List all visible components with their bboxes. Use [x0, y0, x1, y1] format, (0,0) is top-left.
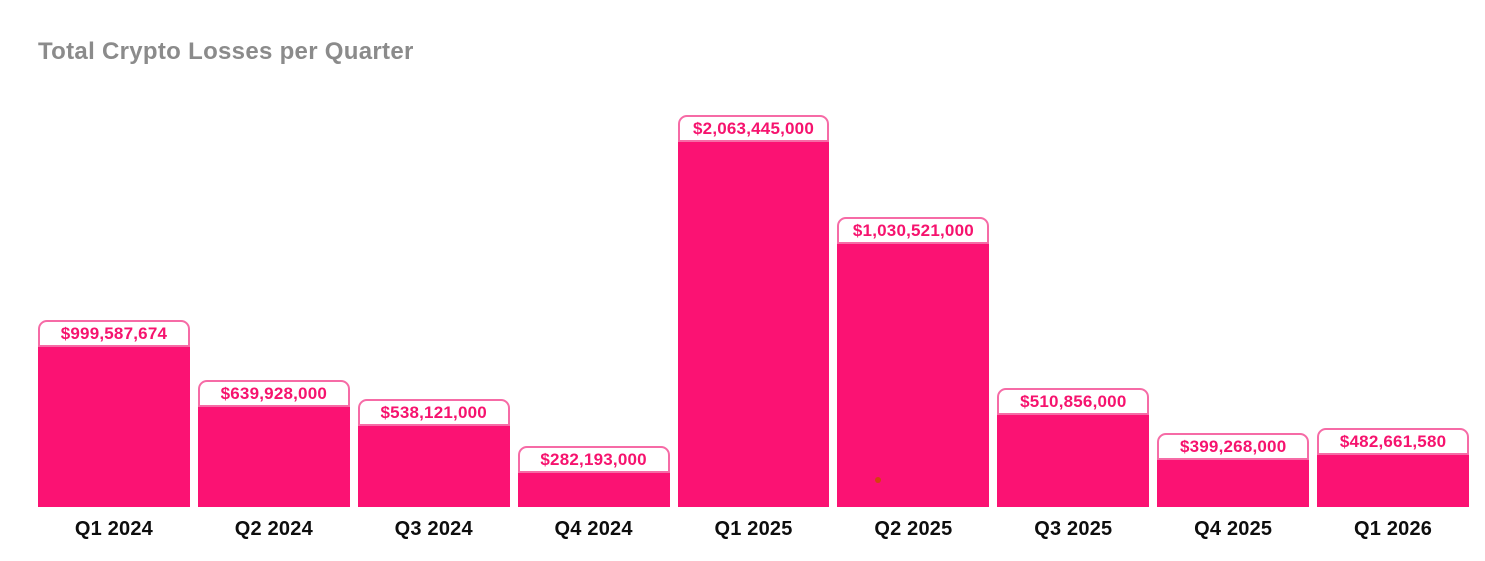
- bar-group: $399,268,000: [1157, 433, 1310, 507]
- bar-value-label: $482,661,580: [1317, 428, 1470, 455]
- bars-row: $999,587,674 $639,928,000 $538,121,000 $282…: [38, 115, 1470, 507]
- bar-fill: [677, 142, 830, 507]
- bar-value-label: $1,030,521,000: [837, 217, 990, 244]
- stray-dot: [875, 477, 881, 483]
- bar-group: $538,121,000: [357, 399, 510, 507]
- bar-group: $999,587,674: [38, 320, 190, 507]
- bar-group: $482,661,580: [1317, 428, 1470, 507]
- bar-fill: [517, 473, 670, 507]
- bar-fill: [197, 407, 350, 507]
- bar-fill: [1157, 460, 1310, 507]
- bar-value-label: $510,856,000: [997, 388, 1150, 415]
- x-axis-label: Q1 2025: [714, 518, 793, 540]
- bar-value-label: $999,587,674: [38, 320, 190, 347]
- x-axis-label: Q1 2024: [74, 518, 154, 540]
- bar-fill: [1317, 455, 1470, 507]
- x-axis-labels-row: Q1 2024 Q2 2024 Q3 2024 Q4 2024 Q1 2025 Q2 20…: [38, 518, 1469, 541]
- x-axis-label: Q3 2024: [394, 518, 473, 540]
- bar-fill: [38, 347, 190, 507]
- bar-group: $1,030,521,000: [837, 217, 990, 507]
- x-axis-label: Q1 2026: [1354, 518, 1433, 540]
- bar-fill: [357, 426, 510, 507]
- bar-value-label: $399,268,000: [1157, 433, 1310, 460]
- bar-group: $639,928,000: [197, 380, 350, 507]
- bar-fill: [837, 244, 990, 507]
- bar-value-label: $2,063,445,000: [677, 115, 830, 142]
- bar-value-label: $282,193,000: [517, 446, 670, 473]
- bar-value-label: $538,121,000: [357, 399, 510, 426]
- bar-group: $510,856,000: [997, 388, 1150, 507]
- bar-fill: [997, 415, 1150, 507]
- x-axis-label: Q2 2025: [874, 518, 953, 540]
- x-axis-label: Q3 2025: [1034, 518, 1113, 540]
- chart-title: Total Crypto Losses per Quarter: [38, 38, 414, 65]
- x-axis-label: Q4 2025: [1194, 518, 1273, 540]
- x-axis-label: Q2 2024: [234, 518, 313, 540]
- bar-group: $2,063,445,000: [677, 115, 830, 507]
- bar-value-label: $639,928,000: [197, 380, 350, 407]
- x-axis-label: Q4 2024: [554, 518, 633, 540]
- bar-group: $282,193,000: [517, 446, 670, 507]
